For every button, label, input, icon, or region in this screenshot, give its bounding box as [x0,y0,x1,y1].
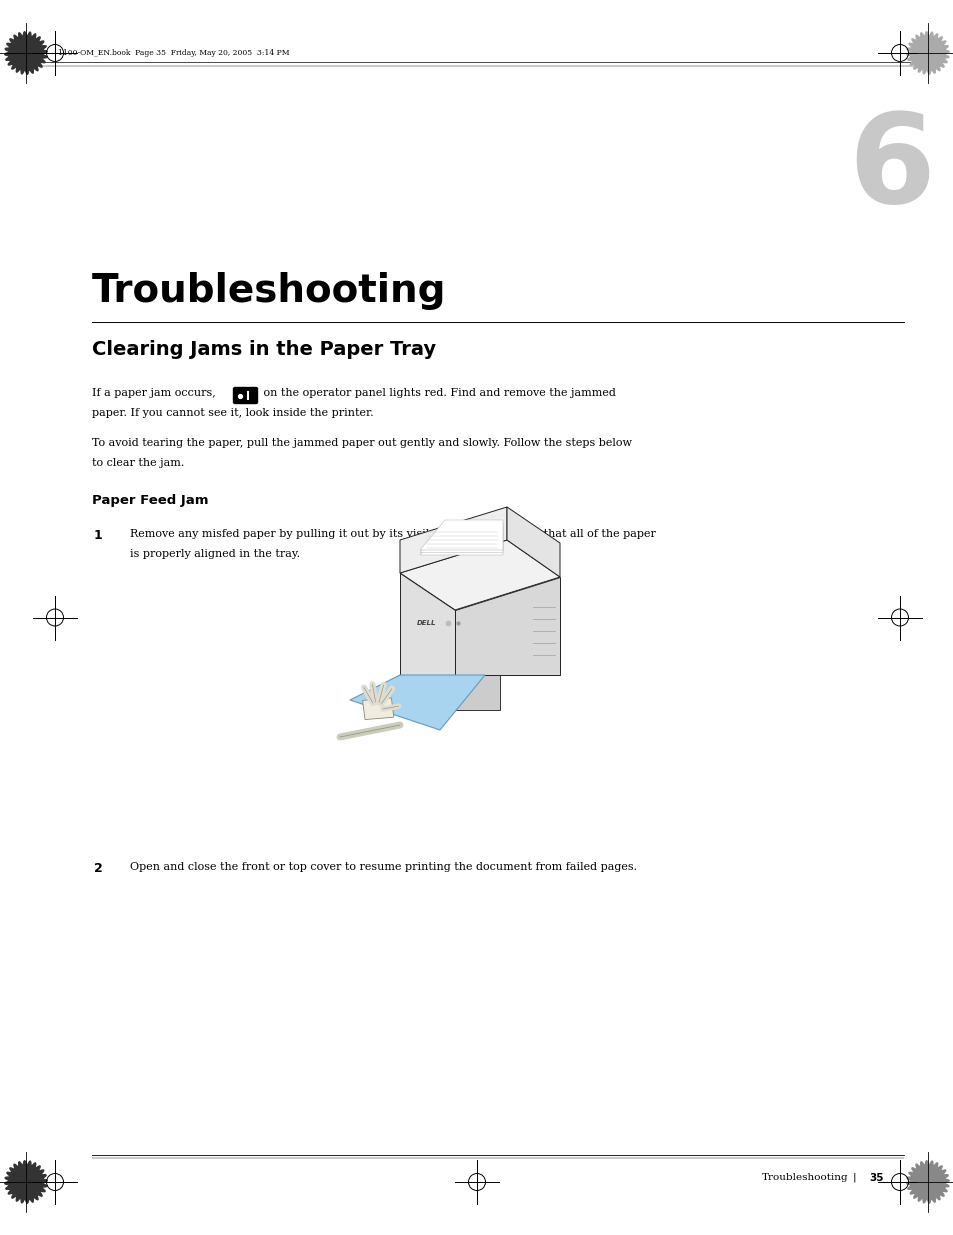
Polygon shape [419,525,502,555]
Text: Troubleshooting: Troubleshooting [761,1173,848,1182]
Text: Open and close the front or top cover to resume printing the document from faile: Open and close the front or top cover to… [130,862,637,872]
Polygon shape [455,577,559,676]
Circle shape [917,43,937,63]
Polygon shape [906,1161,948,1203]
Text: DELL: DELL [416,620,436,626]
Text: |: | [851,1173,855,1182]
Circle shape [917,1172,937,1192]
Polygon shape [455,676,499,710]
FancyBboxPatch shape [233,388,257,404]
Polygon shape [506,508,559,577]
Polygon shape [399,508,506,573]
Text: Troubleshooting: Troubleshooting [91,272,446,310]
Polygon shape [5,1161,48,1203]
Circle shape [16,43,36,63]
Text: 1100-OM_EN.book  Page 35  Friday, May 20, 2005  3:14 PM: 1100-OM_EN.book Page 35 Friday, May 20, … [58,49,289,57]
Text: Paper Feed Jam: Paper Feed Jam [91,494,209,508]
Polygon shape [419,522,502,552]
Polygon shape [906,32,948,74]
Text: on the operator panel lights red. Find and remove the jammed: on the operator panel lights red. Find a… [260,388,616,398]
Circle shape [16,1172,36,1192]
Polygon shape [399,676,455,710]
Polygon shape [350,676,484,730]
Text: 2: 2 [94,862,103,876]
Text: 6: 6 [847,107,935,228]
Text: Clearing Jams in the Paper Tray: Clearing Jams in the Paper Tray [91,340,436,359]
Polygon shape [399,540,559,610]
Text: to clear the jam.: to clear the jam. [91,458,184,468]
Polygon shape [419,520,502,550]
Polygon shape [362,698,394,720]
Text: is properly aligned in the tray.: is properly aligned in the tray. [130,550,300,559]
Text: Remove any misfed paper by pulling it out by its visible edge. Make sure that al: Remove any misfed paper by pulling it ou… [130,529,656,538]
Text: paper. If you cannot see it, look inside the printer.: paper. If you cannot see it, look inside… [91,408,374,417]
Text: 35: 35 [868,1173,882,1183]
Text: 1: 1 [94,529,103,542]
Polygon shape [399,573,455,676]
Text: To avoid tearing the paper, pull the jammed paper out gently and slowly. Follow : To avoid tearing the paper, pull the jam… [91,438,631,448]
Text: If a paper jam occurs,: If a paper jam occurs, [91,388,215,398]
Polygon shape [5,32,48,74]
